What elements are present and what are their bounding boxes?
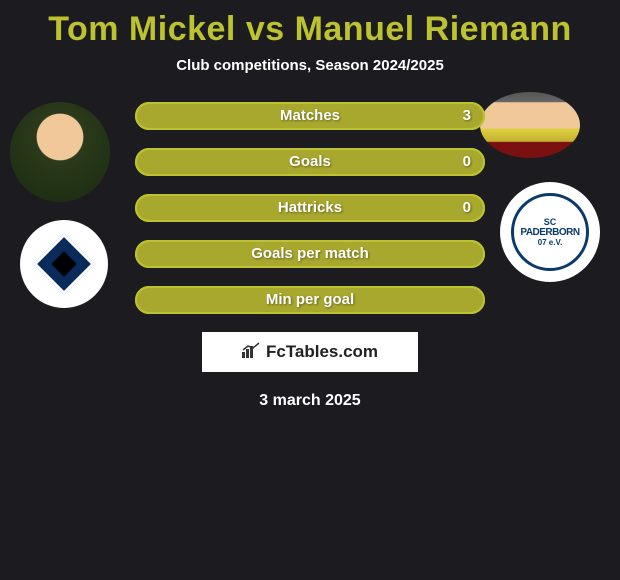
chart-icon [242, 342, 262, 363]
content-area: SC PADERBORN 07 e.V. Matches3Goals0Hattr… [0, 102, 620, 410]
player1-club-badge [20, 220, 108, 308]
stat-label: Goals [135, 148, 485, 176]
brand-text: FcTables.com [266, 342, 378, 362]
stat-value: 3 [463, 102, 471, 130]
stat-label: Min per goal [135, 286, 485, 314]
page-title: Tom Mickel vs Manuel Riemann [0, 10, 620, 49]
player2-face-icon [480, 92, 580, 158]
stat-value: 0 [463, 194, 471, 222]
player1-avatar [10, 102, 110, 202]
player2-avatar [480, 92, 580, 158]
player2-club-badge: SC PADERBORN 07 e.V. [500, 182, 600, 282]
stat-value: 0 [463, 148, 471, 176]
stat-label: Matches [135, 102, 485, 130]
stat-row: Goals0 [135, 148, 485, 176]
stat-row: Matches3 [135, 102, 485, 130]
date-label: 3 march 2025 [0, 392, 620, 410]
brand-badge[interactable]: FcTables.com [202, 332, 418, 372]
comparison-card: Tom Mickel vs Manuel Riemann Club compet… [0, 0, 620, 410]
brand-label: FcTables.com [242, 342, 378, 363]
subtitle: Club competitions, Season 2024/2025 [0, 57, 620, 74]
stat-label: Hattricks [135, 194, 485, 222]
paderborn-logo-icon: SC PADERBORN 07 e.V. [511, 193, 589, 271]
stat-row: Min per goal [135, 286, 485, 314]
stats-bars: Matches3Goals0Hattricks0Goals per matchM… [135, 102, 485, 314]
hsv-logo-icon [33, 233, 95, 295]
stat-row: Hattricks0 [135, 194, 485, 222]
stat-row: Goals per match [135, 240, 485, 268]
stat-label: Goals per match [135, 240, 485, 268]
player1-face-icon [10, 102, 110, 202]
